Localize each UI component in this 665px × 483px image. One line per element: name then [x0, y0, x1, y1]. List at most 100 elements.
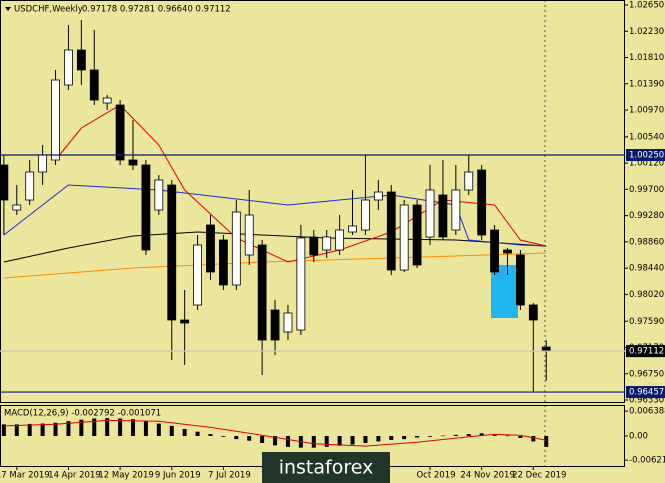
- macd-bar: [376, 436, 381, 442]
- macd-bar: [169, 425, 174, 436]
- y-tick-label: 1.01390: [629, 79, 664, 89]
- x-tick-label: 17 Mar 2019: [0, 471, 50, 481]
- candle-body: [38, 154, 48, 173]
- x-tick-label: 7 Jul 2019: [208, 471, 251, 481]
- candle-body: [438, 194, 448, 238]
- candle-body: [335, 229, 345, 251]
- macd-bar: [221, 436, 226, 437]
- candle-body: [399, 204, 409, 271]
- y-tick-label: 0.98020: [629, 290, 664, 300]
- highlight-zone: [491, 265, 518, 318]
- candle-body: [386, 191, 396, 271]
- macd-bar: [182, 428, 187, 436]
- macd-bar: [492, 434, 497, 436]
- y-tick-label: 1.02650: [629, 1, 664, 11]
- y-tick-label: 0.98440: [629, 264, 664, 274]
- y-tick-label: 1.00970: [629, 106, 664, 116]
- candle-body: [231, 211, 241, 286]
- candle-body: [503, 249, 512, 254]
- price-level-label: 0.96457: [629, 388, 664, 398]
- macd-bar: [285, 436, 290, 447]
- price-level-label: 1.00250: [629, 151, 664, 161]
- macd-bar: [234, 436, 239, 440]
- candle-body: [141, 164, 151, 251]
- x-tick-label: 12 May 2019: [98, 471, 153, 481]
- y-tick-label: 0.97590: [629, 317, 664, 327]
- macd-bar: [208, 434, 213, 436]
- candle-body: [102, 97, 112, 104]
- candle-body: [257, 244, 267, 341]
- macd-bar: [195, 431, 200, 436]
- macd-bar: [92, 418, 97, 436]
- x-tick-label: 14 Apr 2019: [48, 471, 101, 481]
- macd-bar: [1, 424, 6, 436]
- x-tick-label: 24 Nov 2019: [460, 471, 514, 481]
- y-tick-label: 0.99280: [629, 211, 664, 221]
- main-pane-border: [0, 0, 625, 403]
- macd-bar: [440, 435, 445, 437]
- candle-body: [180, 319, 190, 324]
- candle-body: [451, 189, 461, 231]
- candle-body: [193, 244, 202, 306]
- macd-bar: [531, 436, 536, 442]
- price-level-label: 0.97112: [629, 347, 664, 357]
- macd-bar: [350, 436, 355, 445]
- candle-body: [412, 204, 422, 266]
- y-tick-label: 0.006388: [629, 407, 665, 417]
- macd-bar: [118, 418, 123, 436]
- macd-bar: [53, 422, 58, 436]
- y-tick-label: 1.01810: [629, 53, 664, 63]
- candle-body: [541, 346, 551, 352]
- symbol-icon: [5, 7, 11, 11]
- macd-bar: [428, 436, 433, 437]
- x-tick-label: Oct 2019: [416, 471, 455, 481]
- candle-body: [12, 204, 22, 211]
- y-tick-label: 1.02230: [629, 27, 664, 37]
- macd-bar: [260, 436, 265, 444]
- y-tick-label: 0.99700: [629, 185, 664, 195]
- macd-bar: [156, 423, 161, 436]
- candle-body: [51, 79, 60, 161]
- macd-bar: [247, 436, 252, 441]
- candle-body: [516, 254, 525, 306]
- candle-body: [128, 159, 138, 166]
- macd-bar: [143, 421, 148, 436]
- macd-bar: [518, 436, 523, 438]
- candle-body: [528, 304, 538, 321]
- macd-bar: [79, 419, 84, 436]
- candle-body: [490, 229, 499, 273]
- macd-bar: [66, 421, 71, 436]
- macd-bar: [544, 436, 549, 447]
- price-level-label-bg: [626, 149, 665, 161]
- candle-body: [270, 309, 280, 341]
- candle-body: [348, 225, 357, 233]
- candle-body: [64, 49, 73, 86]
- candle-body: [477, 169, 487, 236]
- candle-body: [206, 224, 215, 273]
- candle-body: [89, 69, 99, 101]
- macd-bar: [466, 434, 471, 436]
- macd-bar: [415, 436, 420, 438]
- macd-bar: [27, 423, 32, 436]
- macd-bar: [479, 433, 484, 436]
- price-level-label-bg: [626, 386, 665, 399]
- candle-body: [309, 236, 319, 256]
- macd-bar: [273, 436, 278, 446]
- candle-body: [0, 164, 9, 201]
- macd-bar: [389, 436, 394, 440]
- macd-bar: [402, 436, 407, 440]
- macd-bar: [363, 436, 368, 444]
- macd-bar: [337, 436, 342, 446]
- macd-bar: [311, 436, 316, 448]
- candle-body: [76, 49, 86, 71]
- y-tick-label: 1.00120: [629, 159, 664, 169]
- y-tick-label: 0.96750: [629, 369, 664, 379]
- macd-bar: [40, 423, 45, 436]
- ohlc-text: 0.97178 0.97281 0.96640 0.97112: [82, 5, 231, 15]
- candle-body: [154, 179, 164, 211]
- macd-bar: [14, 424, 19, 436]
- signal-line: [3, 419, 547, 447]
- candle-body: [361, 199, 370, 231]
- candle-body: [218, 239, 228, 286]
